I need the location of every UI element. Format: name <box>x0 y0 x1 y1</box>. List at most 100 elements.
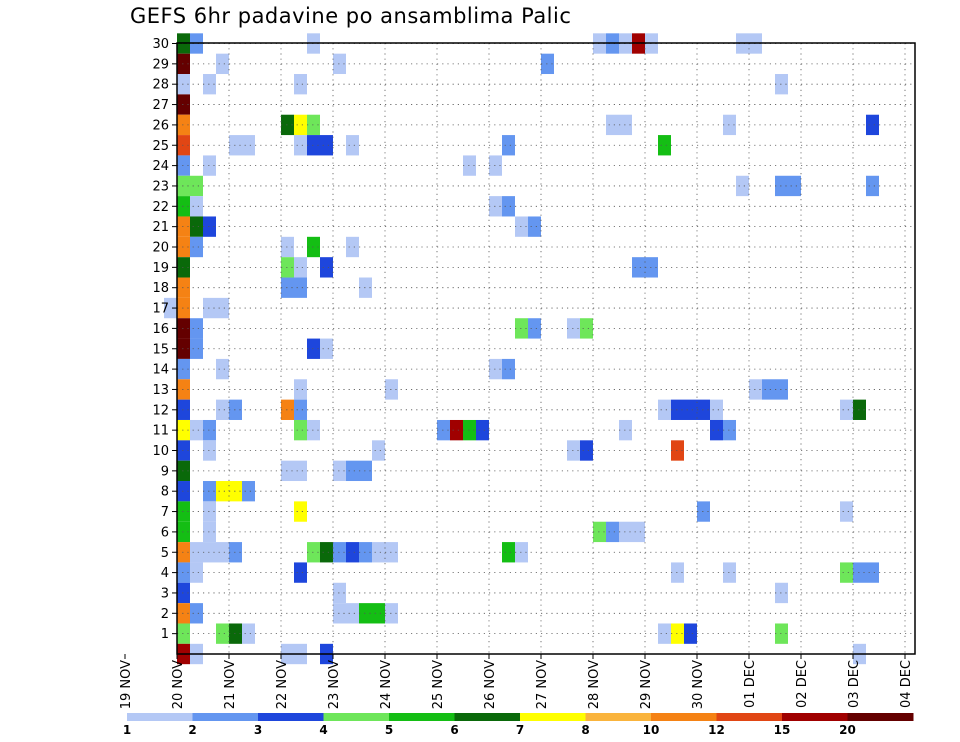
heatmap-cell <box>307 236 320 258</box>
heatmap-cell <box>346 236 359 258</box>
heatmap-cell <box>502 135 515 156</box>
heatmap-cell <box>307 135 320 156</box>
heatmap-cell <box>294 114 307 136</box>
heatmap-cell <box>502 542 515 563</box>
heatmap-cell <box>450 419 463 441</box>
heatmap-cell <box>229 542 242 563</box>
heatmap-cell <box>320 257 333 278</box>
heatmap-cell <box>177 379 190 400</box>
colorbar-tick-label: 6 <box>450 723 458 737</box>
colorbar-tick-label: 12 <box>708 723 725 737</box>
heatmap-cell <box>775 582 788 604</box>
heatmap-cell <box>359 277 372 298</box>
heatmap-cell <box>177 94 190 115</box>
heatmap-cell <box>476 419 489 441</box>
heatmap-cell <box>190 603 203 624</box>
heatmap-cell <box>840 562 853 583</box>
heatmap-cell <box>177 562 190 583</box>
heatmap-cell <box>333 582 346 604</box>
heatmap-cell <box>658 623 671 644</box>
heatmap-cell <box>242 623 255 644</box>
colorbar-tick-label: 5 <box>385 723 393 737</box>
heatmap-cell <box>775 623 788 644</box>
y-tick-label: 17 <box>152 302 169 317</box>
y-tick-label: 14 <box>152 363 169 378</box>
heatmap-cell <box>294 135 307 156</box>
heatmap-cell <box>840 399 853 420</box>
heatmap-cell <box>177 155 190 176</box>
y-tick-label: 21 <box>152 220 169 235</box>
chart-title: GEFS 6hr padavine po ansamblima Palic <box>130 4 572 28</box>
heatmap-cell <box>203 155 216 176</box>
heatmap-cell <box>710 399 723 420</box>
y-tick-label: 11 <box>152 424 169 439</box>
heatmap-cell <box>177 419 190 441</box>
x-tick-label: 28 NOV <box>587 660 602 709</box>
heatmap-cell <box>190 338 203 359</box>
colorbar-tick-label: 3 <box>254 723 262 737</box>
heatmap-cell <box>619 419 632 441</box>
heatmap-cell <box>515 542 528 563</box>
heatmap-cell <box>177 582 190 604</box>
heatmap-cell <box>775 379 788 400</box>
heatmap-cell <box>190 196 203 217</box>
heatmap-cell <box>177 216 190 237</box>
colorbar-swatch <box>782 713 848 721</box>
heatmap-cell <box>515 318 528 339</box>
heatmap-cell <box>788 175 801 197</box>
heatmap-cell <box>190 236 203 258</box>
heatmap-cell <box>190 216 203 237</box>
heatmap-cell <box>580 318 593 339</box>
heatmap-cell <box>762 379 775 400</box>
heatmap-cell <box>671 623 684 644</box>
colorbar-tick-label: 7 <box>516 723 524 737</box>
colorbar-tick-label: 4 <box>319 723 327 737</box>
heatmap-cell <box>177 257 190 278</box>
heatmap-cell <box>489 196 502 217</box>
heatmap-cell <box>619 521 632 543</box>
y-tick-label: 26 <box>152 118 169 133</box>
colorbar-swatch <box>323 713 390 721</box>
heatmap-cells <box>164 33 879 665</box>
heatmap-cell <box>307 338 320 359</box>
heatmap-cell <box>203 501 216 522</box>
heatmap-cell <box>229 481 242 502</box>
x-tick-label: 29 NOV <box>639 660 654 709</box>
heatmap-cell <box>359 542 372 563</box>
heatmap-cell <box>216 53 229 75</box>
y-tick-label: 13 <box>152 383 169 398</box>
heatmap-cell <box>177 399 190 420</box>
y-tick-label: 29 <box>152 57 169 72</box>
heatmap-cell <box>385 542 398 563</box>
heatmap-cell <box>281 114 294 136</box>
heatmap-cell <box>658 399 671 420</box>
heatmap-cell <box>320 135 333 156</box>
heatmap-cell <box>775 74 788 95</box>
heatmap-cell <box>177 135 190 156</box>
colorbar-swatch <box>127 713 193 721</box>
heatmap-cell <box>515 216 528 237</box>
y-tick-label: 20 <box>152 241 169 256</box>
heatmap-cell <box>203 297 216 319</box>
y-tick-label: 1 <box>161 627 169 642</box>
y-tick-label: 9 <box>161 464 169 479</box>
heatmap-cell <box>333 603 346 624</box>
heatmap-cell <box>541 53 554 75</box>
heatmap-cell <box>216 542 229 563</box>
x-tick-label: 03 DEC <box>847 660 862 708</box>
heatmap-cell <box>320 542 333 563</box>
heatmap-cell <box>281 399 294 420</box>
heatmap-cell <box>294 419 307 441</box>
heatmap-cell <box>177 603 190 624</box>
x-axis: 19 NOV 20 NOV 21 NOV 22 NOV 23 NOV 24 NOV 25 N… <box>119 654 914 709</box>
heatmap-cell <box>346 460 359 482</box>
heatmap-cell <box>294 74 307 95</box>
x-tick-label: 01 DEC <box>743 660 758 708</box>
heatmap-cell <box>281 236 294 258</box>
colorbar-swatch <box>192 713 259 721</box>
heatmap-cell <box>177 501 190 522</box>
heatmap-cell <box>372 603 385 624</box>
heatmap-cell <box>281 460 294 482</box>
y-tick-label: 3 <box>161 586 169 601</box>
heatmap-cell <box>216 399 229 420</box>
